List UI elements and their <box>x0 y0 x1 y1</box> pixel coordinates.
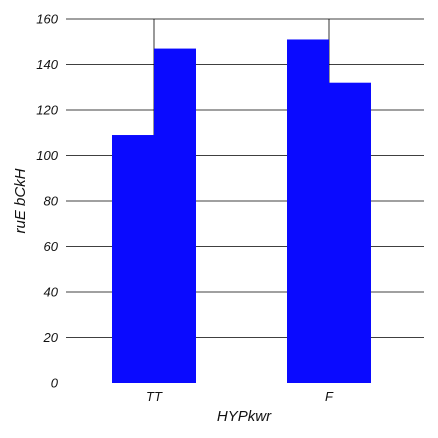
x-tick-label: TT <box>146 389 163 404</box>
bars <box>112 39 371 383</box>
bar-f-series-1 <box>287 39 329 383</box>
y-tick-label: 0 <box>51 376 59 391</box>
y-tick-label: 80 <box>44 194 59 209</box>
x-tick-label: F <box>325 389 334 404</box>
x-axis-label: HYPkwr <box>217 408 272 425</box>
bar-tt-series-1 <box>112 135 154 383</box>
bar-tt-series-2 <box>154 48 196 383</box>
y-tick-label: 40 <box>44 285 59 300</box>
y-tick-label: 100 <box>36 148 58 163</box>
x-tick-labels: TT F <box>146 389 334 404</box>
bar-f-series-2 <box>329 82 371 383</box>
y-tick-label: 20 <box>43 330 59 345</box>
y-tick-label: 160 <box>36 12 58 27</box>
y-tick-label: 120 <box>36 103 58 118</box>
y-tick-labels: 0 20 40 60 80 100 120 140 160 <box>36 12 58 391</box>
y-tick-label: 140 <box>36 57 58 72</box>
y-tick-label: 60 <box>44 239 59 254</box>
y-axis-label: ruE bCkH <box>12 168 29 233</box>
